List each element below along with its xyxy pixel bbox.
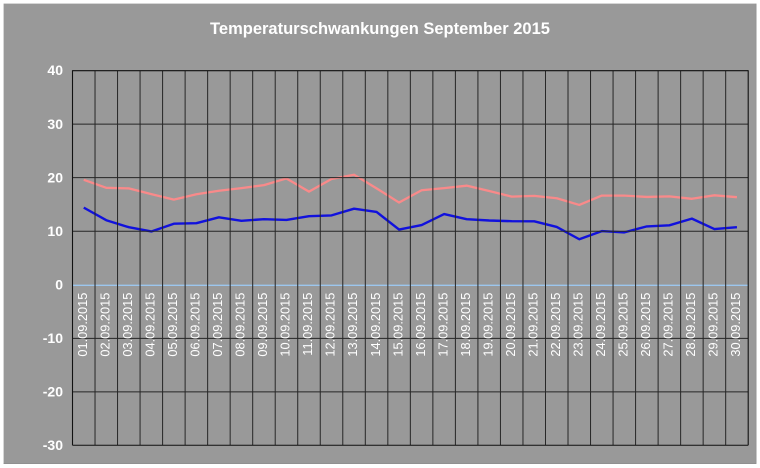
svg-text:25.09.2015: 25.09.2015 <box>616 293 631 357</box>
svg-text:21.09.2015: 21.09.2015 <box>525 293 540 357</box>
svg-text:12.09.2015: 12.09.2015 <box>323 293 338 357</box>
svg-text:10: 10 <box>47 223 63 239</box>
svg-text:19.09.2015: 19.09.2015 <box>480 293 495 357</box>
svg-text:06.09.2015: 06.09.2015 <box>188 293 203 357</box>
svg-text:18.09.2015: 18.09.2015 <box>458 293 473 357</box>
svg-text:15.09.2015: 15.09.2015 <box>390 293 405 357</box>
svg-text:30: 30 <box>47 116 63 132</box>
svg-text:13.09.2015: 13.09.2015 <box>345 293 360 357</box>
svg-text:26.09.2015: 26.09.2015 <box>638 293 653 357</box>
svg-text:20.09.2015: 20.09.2015 <box>503 293 518 357</box>
svg-text:01.09.2015: 01.09.2015 <box>75 293 90 357</box>
svg-text:07.09.2015: 07.09.2015 <box>210 293 225 357</box>
svg-text:29.09.2015: 29.09.2015 <box>706 293 721 357</box>
svg-text:-30: -30 <box>43 437 63 453</box>
svg-text:11.09.2015: 11.09.2015 <box>300 293 315 356</box>
svg-text:-20: -20 <box>43 384 63 400</box>
svg-text:17.09.2015: 17.09.2015 <box>435 293 450 357</box>
svg-text:-10: -10 <box>43 330 63 346</box>
svg-text:08.09.2015: 08.09.2015 <box>233 293 248 357</box>
svg-text:22.09.2015: 22.09.2015 <box>548 293 563 357</box>
svg-text:03.09.2015: 03.09.2015 <box>120 293 135 357</box>
svg-text:30.09.2015: 30.09.2015 <box>728 293 743 357</box>
svg-text:23.09.2015: 23.09.2015 <box>570 293 585 357</box>
svg-text:10.09.2015: 10.09.2015 <box>278 293 293 357</box>
svg-text:02.09.2015: 02.09.2015 <box>97 293 112 357</box>
svg-text:14.09.2015: 14.09.2015 <box>368 293 383 357</box>
svg-text:28.09.2015: 28.09.2015 <box>683 293 698 357</box>
svg-text:05.09.2015: 05.09.2015 <box>165 293 180 357</box>
svg-text:Temperaturschwankungen Septemb: Temperaturschwankungen September 2015 <box>210 20 550 38</box>
svg-text:40: 40 <box>47 62 63 78</box>
svg-text:16.09.2015: 16.09.2015 <box>413 293 428 357</box>
svg-text:20: 20 <box>47 169 63 185</box>
svg-text:04.09.2015: 04.09.2015 <box>143 293 158 357</box>
svg-text:24.09.2015: 24.09.2015 <box>593 293 608 357</box>
svg-text:0: 0 <box>55 276 63 292</box>
svg-text:09.09.2015: 09.09.2015 <box>255 293 270 357</box>
svg-text:27.09.2015: 27.09.2015 <box>661 293 676 357</box>
